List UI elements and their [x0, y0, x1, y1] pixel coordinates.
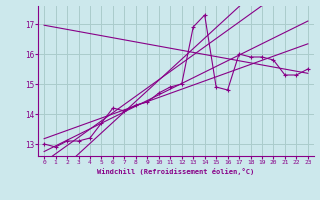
X-axis label: Windchill (Refroidissement éolien,°C): Windchill (Refroidissement éolien,°C)	[97, 168, 255, 175]
